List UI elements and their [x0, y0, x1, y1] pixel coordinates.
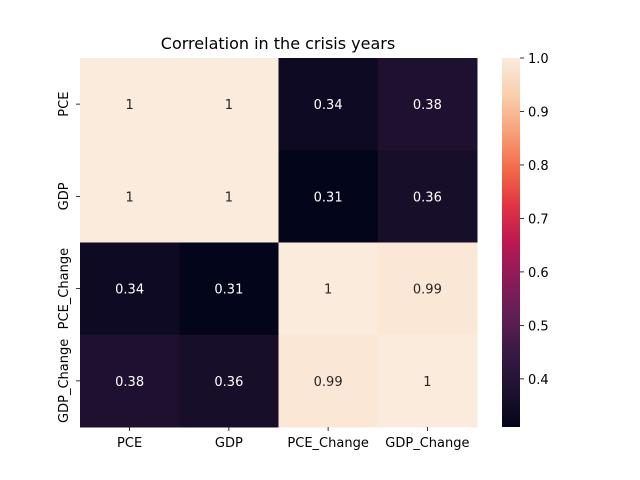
y-tick-label: GDP_Change — [57, 339, 72, 423]
cell-value-label: 0.36 — [413, 190, 442, 205]
heatmap-cell — [80, 150, 180, 243]
cell-value-label: 1 — [225, 190, 233, 205]
y-axis: PCE GDP PCE_Change GDP_Change — [57, 92, 80, 423]
x-tick-label: GDP — [215, 436, 243, 451]
y-tick-label: GDP — [57, 182, 72, 210]
cell-value-label: 1 — [423, 375, 431, 390]
heatmap-cell — [80, 242, 180, 336]
cell-value-label: 0.99 — [314, 375, 343, 390]
colorbar-tick-label: 0.9 — [528, 105, 549, 120]
colorbar-tick-label: 0.8 — [528, 159, 549, 174]
cell-value-label: 0.34 — [314, 98, 343, 113]
heatmap-cell — [179, 242, 279, 336]
cell-value-label: 0.34 — [115, 283, 144, 298]
cell-value-label: 0.38 — [115, 375, 144, 390]
heatmap-cell — [179, 334, 279, 428]
cell-value-label: 0.31 — [314, 190, 343, 205]
cell-value-label: 1 — [125, 190, 133, 205]
heatmap-cell — [377, 334, 478, 428]
heatmap-cell — [80, 334, 180, 428]
cell-value-label: 1 — [225, 98, 233, 113]
colorbar: 0.4 0.5 0.6 0.7 0.8 0.9 1.0 — [502, 52, 549, 427]
heatmap-cell — [278, 58, 379, 151]
x-tick-label: PCE_Change — [287, 436, 368, 451]
heatmap-cell — [80, 58, 180, 151]
heatmap-cell — [278, 242, 379, 336]
heatmap-cell — [179, 58, 279, 151]
colorbar-tick-label: 0.5 — [528, 319, 549, 334]
x-tick-label: PCE — [117, 436, 142, 451]
heatmap-cell — [278, 150, 379, 243]
cell-value-label: 1 — [324, 283, 332, 298]
cell-value-label: 0.36 — [214, 375, 243, 390]
y-tick-label: PCE — [57, 92, 72, 117]
colorbar-tick-label: 1.0 — [528, 52, 549, 67]
heatmap-cell — [377, 150, 478, 243]
colorbar-gradient — [502, 58, 520, 427]
cell-value-label: 1 — [125, 98, 133, 113]
heatmap-cell — [179, 150, 279, 243]
cell-value-label: 0.31 — [214, 283, 243, 298]
x-tick-label: GDP_Change — [385, 436, 469, 451]
cell-value-label: 0.38 — [413, 98, 442, 113]
heatmap-cell — [377, 242, 478, 336]
cell-value-label: 0.99 — [413, 283, 442, 298]
colorbar-tick-label: 0.7 — [528, 212, 549, 227]
heatmap-cell — [377, 58, 478, 151]
heatmap-cells — [80, 58, 478, 428]
colorbar-tick-label: 0.6 — [528, 266, 549, 281]
colorbar-tick-label: 0.4 — [528, 373, 549, 388]
x-axis: PCE GDP PCE_Change GDP_Change — [117, 427, 469, 451]
heatmap-cell-labels: 1 1 0.34 0.38 1 1 0.31 0.36 0.34 0.31 1 0.99 0.38 0.3… — [115, 98, 442, 390]
heatmap-cell — [278, 334, 379, 428]
chart-title: Correlation in the crisis years — [161, 34, 395, 53]
y-tick-label: PCE_Change — [57, 248, 72, 329]
